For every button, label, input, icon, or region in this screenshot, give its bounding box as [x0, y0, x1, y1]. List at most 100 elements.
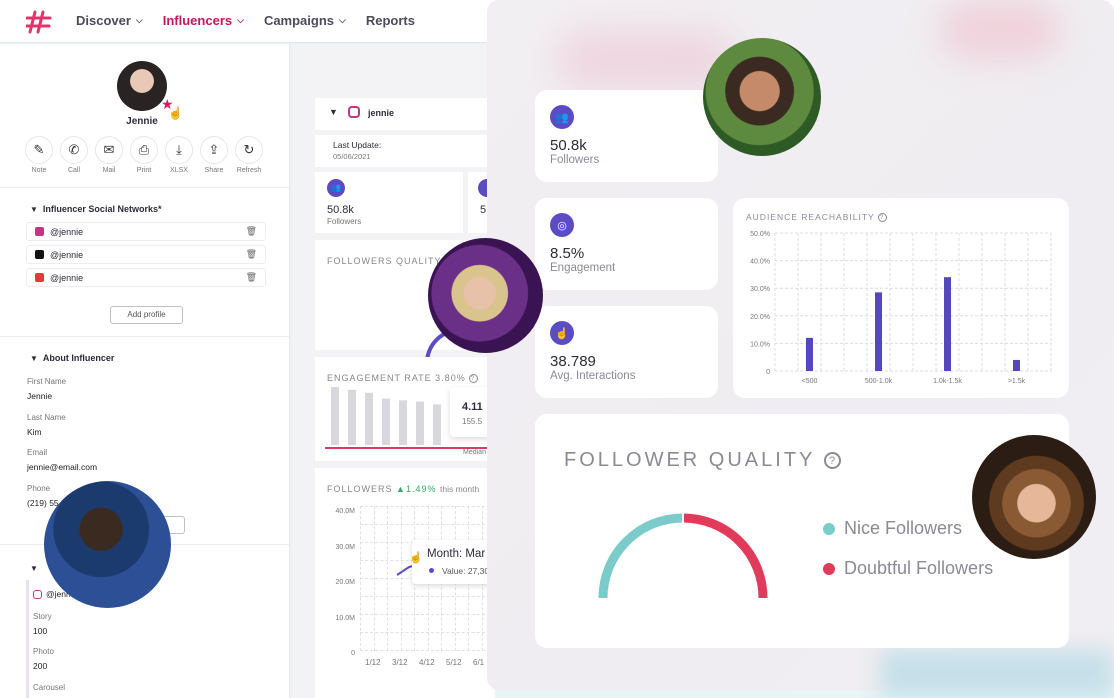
y-tick-label: 10.0M [335, 614, 355, 622]
engagement-bar [416, 401, 424, 445]
instagram-icon [348, 106, 360, 118]
chevron-down-icon: ⌵ [135, 15, 143, 25]
hand-cursor-icon: ☝ [409, 552, 423, 564]
divider [0, 336, 289, 337]
followers-quality-title: FOLLOWERS QUALITY [327, 256, 442, 266]
followers-label: Followers [327, 217, 362, 226]
trash-icon[interactable]: 🗑 [245, 249, 257, 259]
profile-name: Jennie [126, 116, 158, 127]
mail-icon: ✉ [95, 136, 123, 164]
social-handle: @jennie [50, 272, 84, 283]
y-tick-label: 10.0% [750, 341, 770, 348]
chevron-down-icon: ▼ [329, 107, 338, 117]
kpi-value: 50.8k [550, 137, 587, 154]
hand-icon: ☝ [550, 321, 574, 345]
trash-icon[interactable]: 🗑 [245, 226, 257, 236]
median-label: Median [463, 449, 486, 456]
legend-item: Nice Followers [823, 518, 962, 539]
carousel-label: Carousel [33, 683, 66, 692]
engagement-bar [399, 400, 407, 445]
dashboard-panel: ▼ jennie Last Update: 05/06/2021 👥 50.8k… [292, 44, 502, 698]
reachability-chart: 50.0% 40.0% 30.0% 20.0% 10.0% 0 <500 500-1.0k 1.… [750, 231, 1052, 385]
legend-label: Nice Followers [844, 518, 963, 538]
email-label: Email [27, 448, 48, 457]
x-tick-label: 5/12 [446, 658, 462, 667]
y-tick-label: 40.0% [750, 259, 770, 266]
followers-growth-card: FOLLOWERS ▲1.49% this month 40.0M 30.0M 20… [315, 468, 502, 698]
engagement-bar [382, 398, 390, 445]
y-tick-label: 30.0M [335, 543, 355, 551]
quality-arc-nice-followers [598, 513, 684, 599]
followers-title-text: FOLLOWERS [327, 484, 393, 494]
engagement-tooltip-value: 4.11 [462, 401, 483, 413]
engagement-tooltip-sub: 155.5 [462, 417, 483, 426]
photo-label: Photo [33, 647, 54, 656]
counts-handle-text: @jenn [46, 589, 71, 599]
follower-quality-title-text: FOLLOWER QUALITY [564, 449, 816, 471]
favorite-star-icon[interactable]: ★ [161, 96, 174, 112]
profile-panel: ★ ☝ Jennie ✎ Note ✆ Call ✉ Mail ⎙ Print ⤓ XLSX ⇪ Sh… [0, 44, 290, 698]
account-name: jennie [368, 108, 395, 118]
networks-title[interactable]: ▼ Influencer Social Networks* [30, 204, 161, 214]
nav-item-label: Discover [76, 13, 131, 28]
nav-item-campaigns[interactable]: Campaigns ⌵ [264, 13, 346, 28]
counts-title[interactable]: ▼ [30, 563, 43, 573]
nav-item-reports[interactable]: Reports [366, 13, 415, 28]
action-label: XLSX [170, 167, 188, 174]
influencer-photo [703, 38, 821, 156]
x-tick-label: 500-1.0k [865, 378, 893, 385]
legend-item: Doubtful Followers [823, 558, 993, 579]
reachability-title-text: AUDIENCE REACHABILITY [746, 212, 875, 222]
followers-growth-title: FOLLOWERS ▲1.49% this month [327, 484, 479, 494]
share-button[interactable]: ⇪ Share [199, 136, 229, 174]
influencer-photo [972, 435, 1096, 559]
bar [1013, 359, 1020, 371]
x-tick-label: 6/1 [473, 658, 485, 667]
refresh-button[interactable]: ↻ Refresh [234, 136, 264, 174]
about-title[interactable]: ▼ About Influencer [30, 353, 114, 363]
y-tick-label: 50.0% [750, 231, 770, 238]
last-update-label: Last Update: [333, 140, 382, 150]
help-icon[interactable]: ? [823, 452, 841, 470]
first-name-label: First Name [27, 377, 67, 386]
x-tick-label: 1.0k-1.5k [933, 378, 962, 385]
x-tick-label: 4/12 [419, 658, 435, 667]
mail-button[interactable]: ✉ Mail [94, 136, 124, 174]
nav-item-influencers[interactable]: Influencers ⌵ [163, 13, 244, 28]
influencer-photo [428, 238, 543, 353]
note-button[interactable]: ✎ Note [24, 136, 54, 174]
story-label: Story [33, 612, 52, 621]
nav-item-discover[interactable]: Discover ⌵ [76, 13, 143, 28]
add-profile-button[interactable]: Add profile [110, 306, 183, 324]
trash-icon[interactable]: 🗑 [245, 272, 257, 282]
social-row-instagram[interactable]: @jennie 🗑 [26, 222, 266, 241]
print-button[interactable]: ⎙ Print [129, 136, 159, 174]
counts-handle: @jenn [33, 589, 71, 600]
brand-logo-icon[interactable] [26, 10, 52, 34]
engagement-bar [331, 387, 339, 445]
social-row-tiktok[interactable]: @jennie 🗑 [26, 245, 266, 264]
followers-value: 50.8k [327, 204, 354, 216]
download-icon: ⤓ [165, 136, 193, 164]
x-tick-label: >1.5k [1008, 378, 1026, 385]
note-icon: ✎ [25, 136, 53, 164]
chevron-down-icon: ▼ [30, 354, 38, 363]
call-button[interactable]: ✆ Call [59, 136, 89, 174]
refresh-icon: ↻ [235, 136, 263, 164]
decor-blob [940, 0, 1060, 60]
about-title-text: About Influencer [42, 353, 115, 363]
email-value: jennie@email.com [27, 462, 98, 472]
account-selector[interactable]: ▼ jennie [315, 98, 495, 130]
profile-actions: ✎ Note ✆ Call ✉ Mail ⎙ Print ⤓ XLSX ⇪ Share ↻ Refresh [24, 136, 264, 174]
avg-interactions-kpi-card: ☝ 38.789 Avg. Interactions [535, 306, 718, 398]
action-label: Refresh [236, 167, 262, 174]
help-icon[interactable]: ? [468, 374, 478, 384]
xlsx-button[interactable]: ⤓ XLSX [164, 136, 194, 174]
nav-item-label: Influencers [162, 13, 233, 28]
hand-cursor-icon: ☝ [168, 106, 183, 120]
help-icon[interactable]: ? [877, 213, 887, 223]
first-name-value: Jennie [27, 391, 53, 401]
kpi-label: Followers [550, 154, 600, 166]
chevron-down-icon: ⌵ [339, 15, 346, 25]
social-row-youtube[interactable]: @jennie 🗑 [26, 268, 266, 287]
